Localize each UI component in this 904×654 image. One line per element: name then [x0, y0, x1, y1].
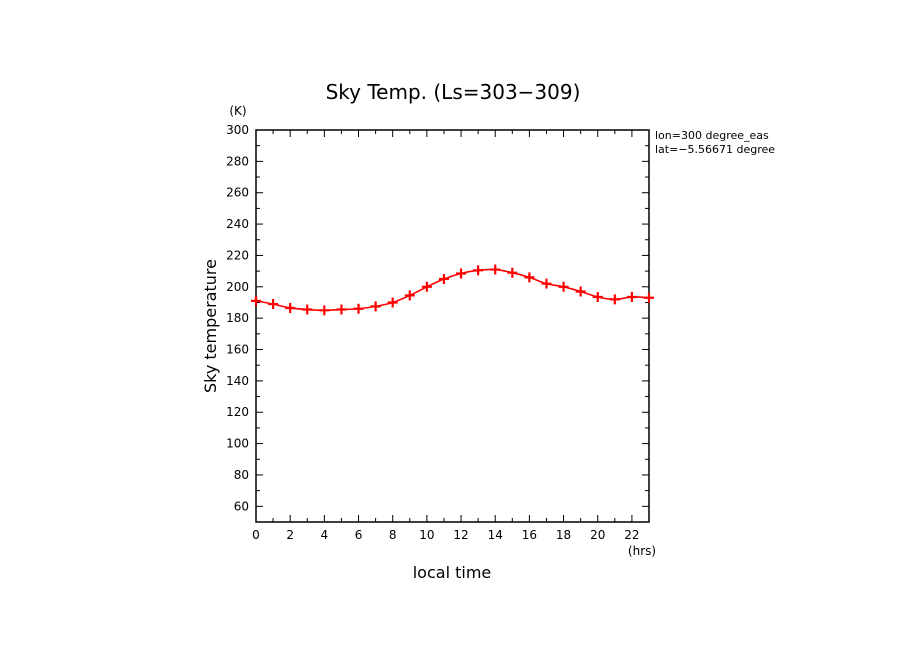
x-tick-label: 12 — [453, 528, 468, 542]
data-point-marker — [524, 272, 535, 283]
data-point-marker — [404, 290, 415, 301]
data-point-marker — [421, 281, 432, 292]
data-point-marker — [541, 278, 552, 289]
x-tick-label: 6 — [355, 528, 363, 542]
x-unit-label: (hrs) — [628, 544, 656, 558]
data-point-marker — [609, 294, 620, 305]
y-tick-label: 300 — [226, 123, 249, 137]
data-point-marker — [336, 304, 347, 315]
data-point-marker — [592, 291, 603, 302]
data-point-marker — [268, 299, 279, 310]
data-point-marker — [456, 268, 467, 279]
data-point-marker — [319, 305, 330, 316]
y-tick-label: 220 — [226, 248, 249, 262]
y-unit-label: (K) — [229, 104, 246, 118]
data-point-marker — [575, 286, 586, 297]
y-tick-label: 280 — [226, 154, 249, 168]
y-tick-label: 80 — [234, 468, 249, 482]
y-tick-label: 200 — [226, 280, 249, 294]
x-tick-label: 22 — [624, 528, 639, 542]
x-tick-label: 10 — [419, 528, 434, 542]
x-tick-label: 16 — [522, 528, 537, 542]
y-axis-label: Sky temperature — [201, 259, 220, 393]
data-point-marker — [438, 273, 449, 284]
x-tick-label: 4 — [321, 528, 329, 542]
x-tick-label: 18 — [556, 528, 571, 542]
x-tick-label: 2 — [286, 528, 294, 542]
y-tick-label: 260 — [226, 186, 249, 200]
plot-frame — [255, 129, 650, 523]
y-tick-label: 180 — [226, 311, 249, 325]
data-point-marker — [626, 291, 637, 302]
y-tick-label: 120 — [226, 405, 249, 419]
y-tick-label: 140 — [226, 374, 249, 388]
x-tick-label: 20 — [590, 528, 605, 542]
data-point-marker — [490, 264, 501, 275]
y-tick-label: 60 — [234, 499, 249, 513]
series-line — [255, 268, 650, 312]
y-tick-label: 100 — [226, 437, 249, 451]
data-point-marker — [285, 302, 296, 313]
data-point-marker — [644, 292, 654, 303]
chart-title: Sky Temp. (Ls=303−309) — [326, 80, 581, 104]
data-point-marker — [473, 265, 484, 276]
annotation-lat: lat=−5.56671 degree — [655, 143, 775, 156]
x-axis-label: local time — [413, 563, 492, 582]
annotation-lon: lon=300 degree_eas — [655, 129, 769, 142]
data-point-marker — [302, 304, 313, 315]
data-point-marker — [251, 295, 261, 306]
data-point-marker — [558, 281, 569, 292]
data-point-marker — [387, 297, 398, 308]
data-point-marker — [507, 267, 518, 278]
data-point-marker — [353, 303, 364, 314]
data-point-marker — [370, 301, 381, 312]
y-tick-label: 240 — [226, 217, 249, 231]
x-tick-label: 8 — [389, 528, 397, 542]
x-tick-label: 14 — [488, 528, 503, 542]
y-tick-label: 160 — [226, 343, 249, 357]
x-tick-label: 0 — [252, 528, 260, 542]
